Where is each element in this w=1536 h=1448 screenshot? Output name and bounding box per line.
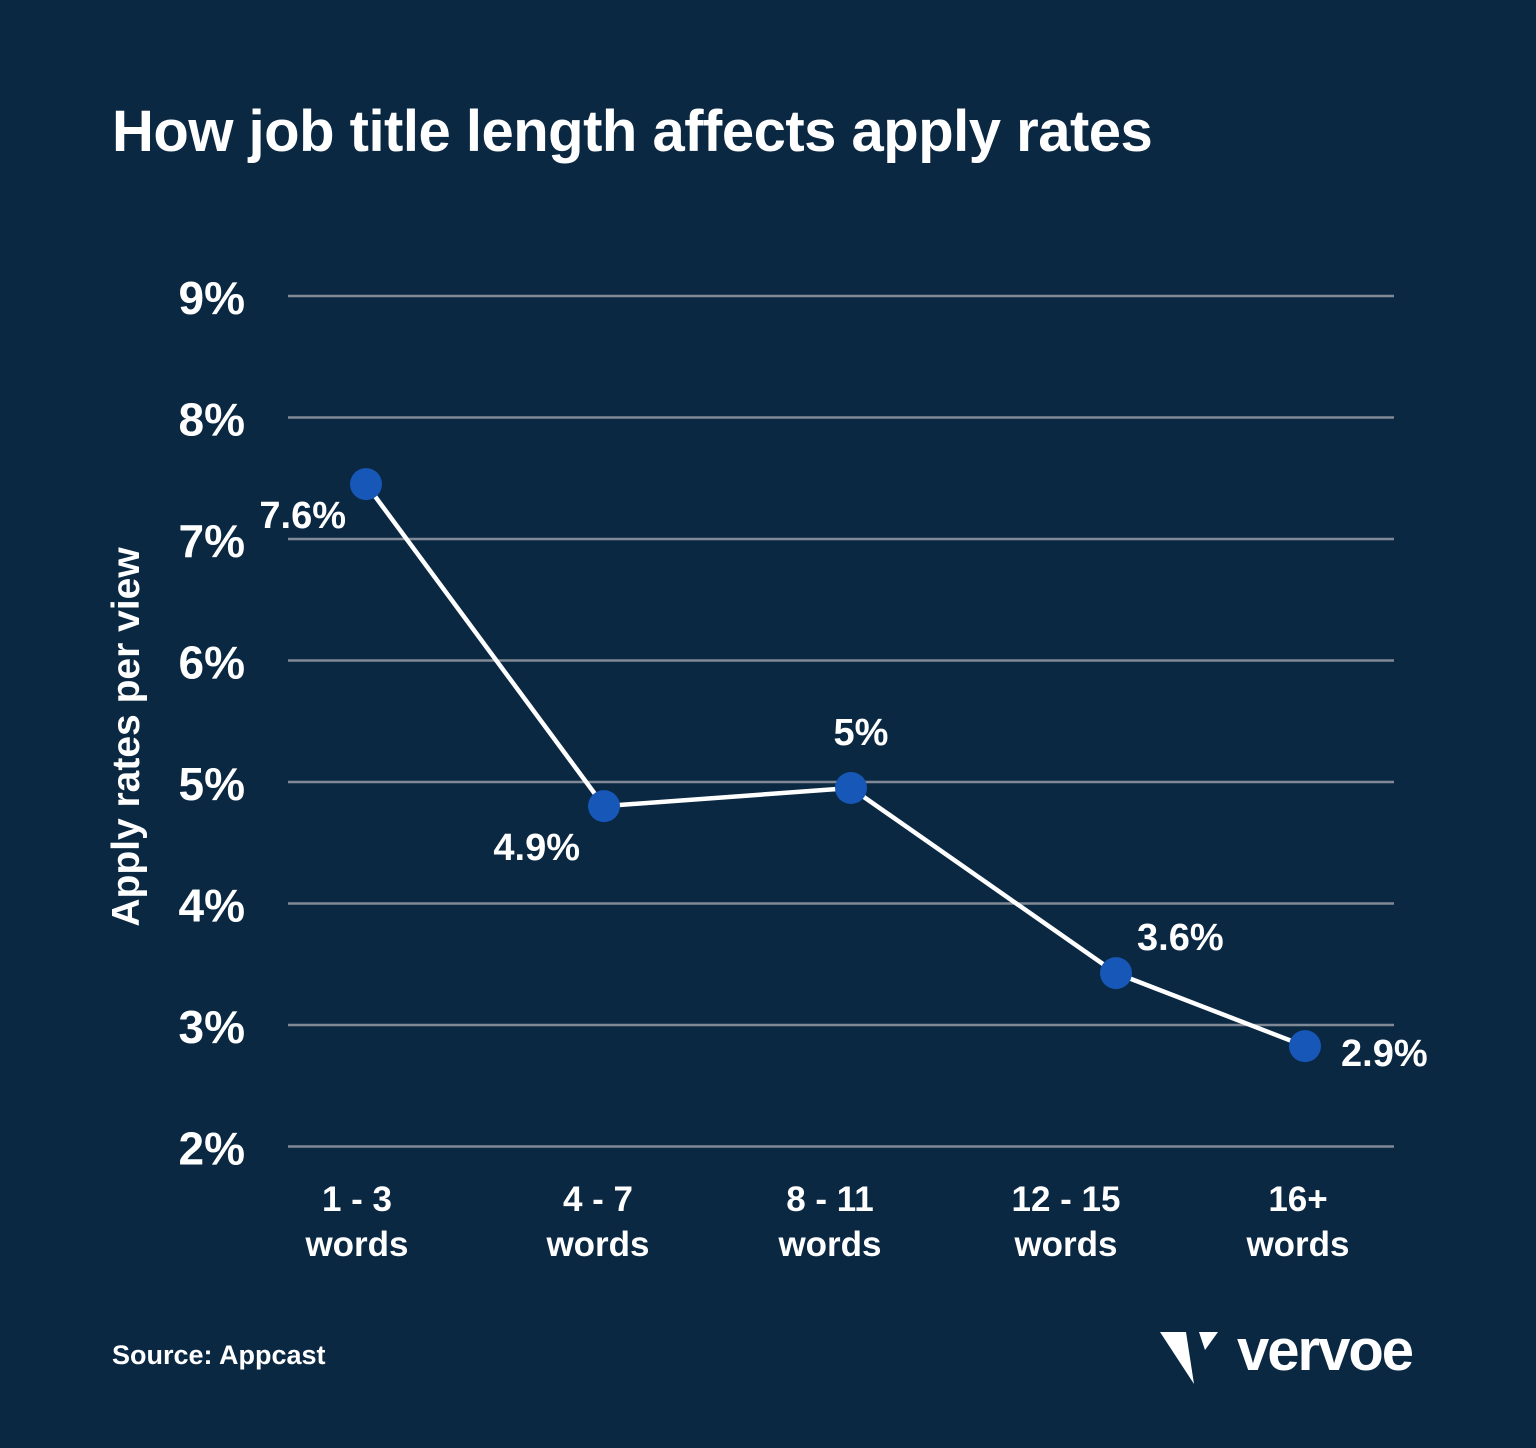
y-tick-label: 4% (179, 880, 245, 932)
data-point-label: 7.6% (259, 495, 346, 537)
source-note: Source: Appcast (112, 1340, 326, 1370)
y-tick-label: 5% (179, 758, 245, 810)
x-category-label: 1 - 3 (322, 1180, 392, 1219)
x-category-label: 4 - 7 (563, 1180, 633, 1219)
y-tick-label: 3% (179, 1001, 245, 1053)
x-category-sublabel: words (545, 1225, 649, 1264)
data-point-label: 4.9% (493, 827, 580, 869)
vervoe-check-mark-icon (1160, 1332, 1218, 1384)
vervoe-logo: vervoe (1157, 1322, 1414, 1388)
y-tick-label: 7% (179, 515, 245, 567)
data-point-label: 5% (834, 712, 889, 754)
data-point (588, 790, 620, 823)
x-category-sublabel: words (1013, 1225, 1117, 1264)
y-tick-label: 2% (179, 1123, 245, 1175)
y-tick-label: 6% (179, 637, 245, 689)
data-point (1100, 957, 1132, 990)
series-line (363, 481, 1308, 1049)
y-tick-label: 8% (179, 394, 245, 446)
x-category-sublabel: words (304, 1225, 408, 1264)
x-category-label: 8 - 11 (786, 1180, 874, 1219)
data-point-label: 3.6% (1137, 917, 1224, 959)
data-point (835, 772, 867, 804)
y-tick-label: 9% (179, 272, 245, 324)
data-point (350, 468, 382, 501)
vervoe-wordmark: vervoe (1237, 1318, 1414, 1383)
data-point (1289, 1030, 1321, 1063)
x-category-label: 16+ (1268, 1180, 1327, 1219)
chart-title: How job title length affects apply rates (112, 99, 1153, 164)
data-point-label: 2.9% (1341, 1033, 1428, 1075)
x-category-label: 12 - 15 (1012, 1180, 1121, 1219)
x-category-sublabel: words (777, 1225, 881, 1264)
x-category-sublabel: words (1245, 1225, 1349, 1264)
